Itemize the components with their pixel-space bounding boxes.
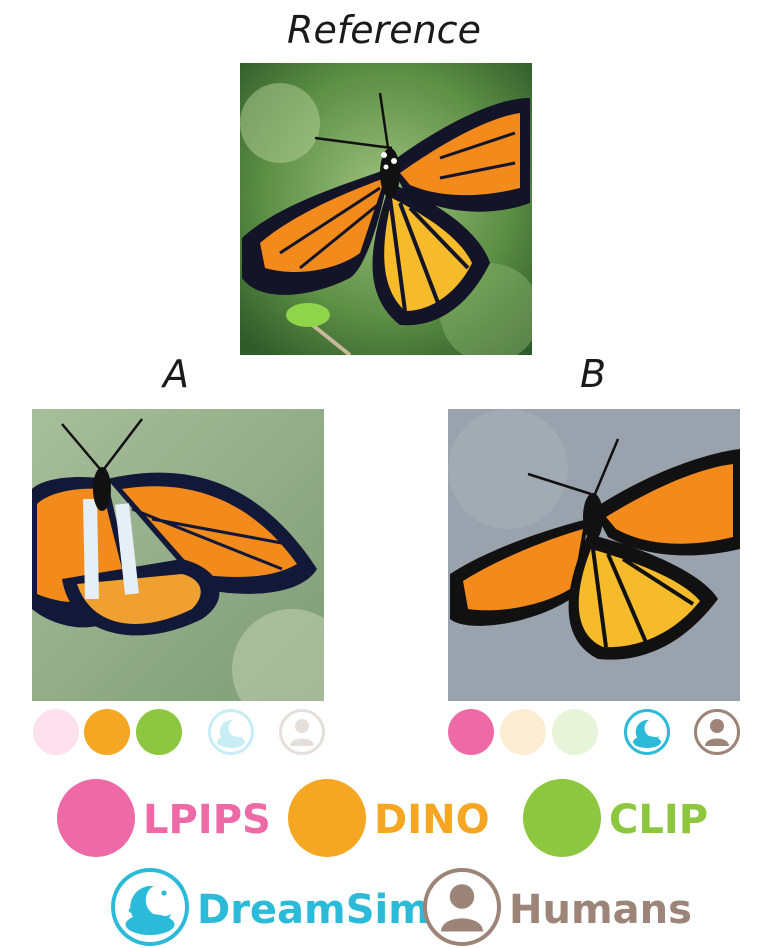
legend-dino-label: DINO bbox=[374, 797, 490, 843]
a-clip-vote bbox=[136, 709, 182, 755]
reference-image bbox=[240, 63, 532, 355]
b-dino-vote bbox=[500, 709, 546, 755]
reference-title: Reference bbox=[287, 8, 481, 52]
legend-lpips-label: LPIPS bbox=[143, 797, 271, 843]
option-b-image bbox=[448, 409, 740, 701]
legend-dreamsim-icon bbox=[111, 868, 189, 946]
b-dreamsim-vote-icon bbox=[624, 709, 670, 755]
legend-clip-swatch bbox=[523, 779, 601, 857]
legend-lpips-swatch bbox=[57, 779, 135, 857]
option-b-title: B bbox=[579, 352, 607, 396]
option-a-title: A bbox=[163, 352, 189, 396]
a-dreamsim-vote-icon bbox=[208, 709, 254, 755]
legend-clip-label: CLIP bbox=[609, 797, 709, 843]
a-dino-vote bbox=[84, 709, 130, 755]
a-lpips-vote bbox=[33, 709, 79, 755]
option-a-image bbox=[32, 409, 324, 701]
legend-humans-label: Humans bbox=[509, 887, 692, 933]
b-humans-vote-icon bbox=[694, 709, 740, 755]
legend-humans-icon bbox=[423, 868, 501, 946]
b-lpips-vote bbox=[448, 709, 494, 755]
b-clip-vote bbox=[552, 709, 598, 755]
legend-dreamsim-label: DreamSim bbox=[197, 887, 430, 933]
legend-dino-swatch bbox=[288, 779, 366, 857]
a-humans-vote-icon bbox=[279, 709, 325, 755]
